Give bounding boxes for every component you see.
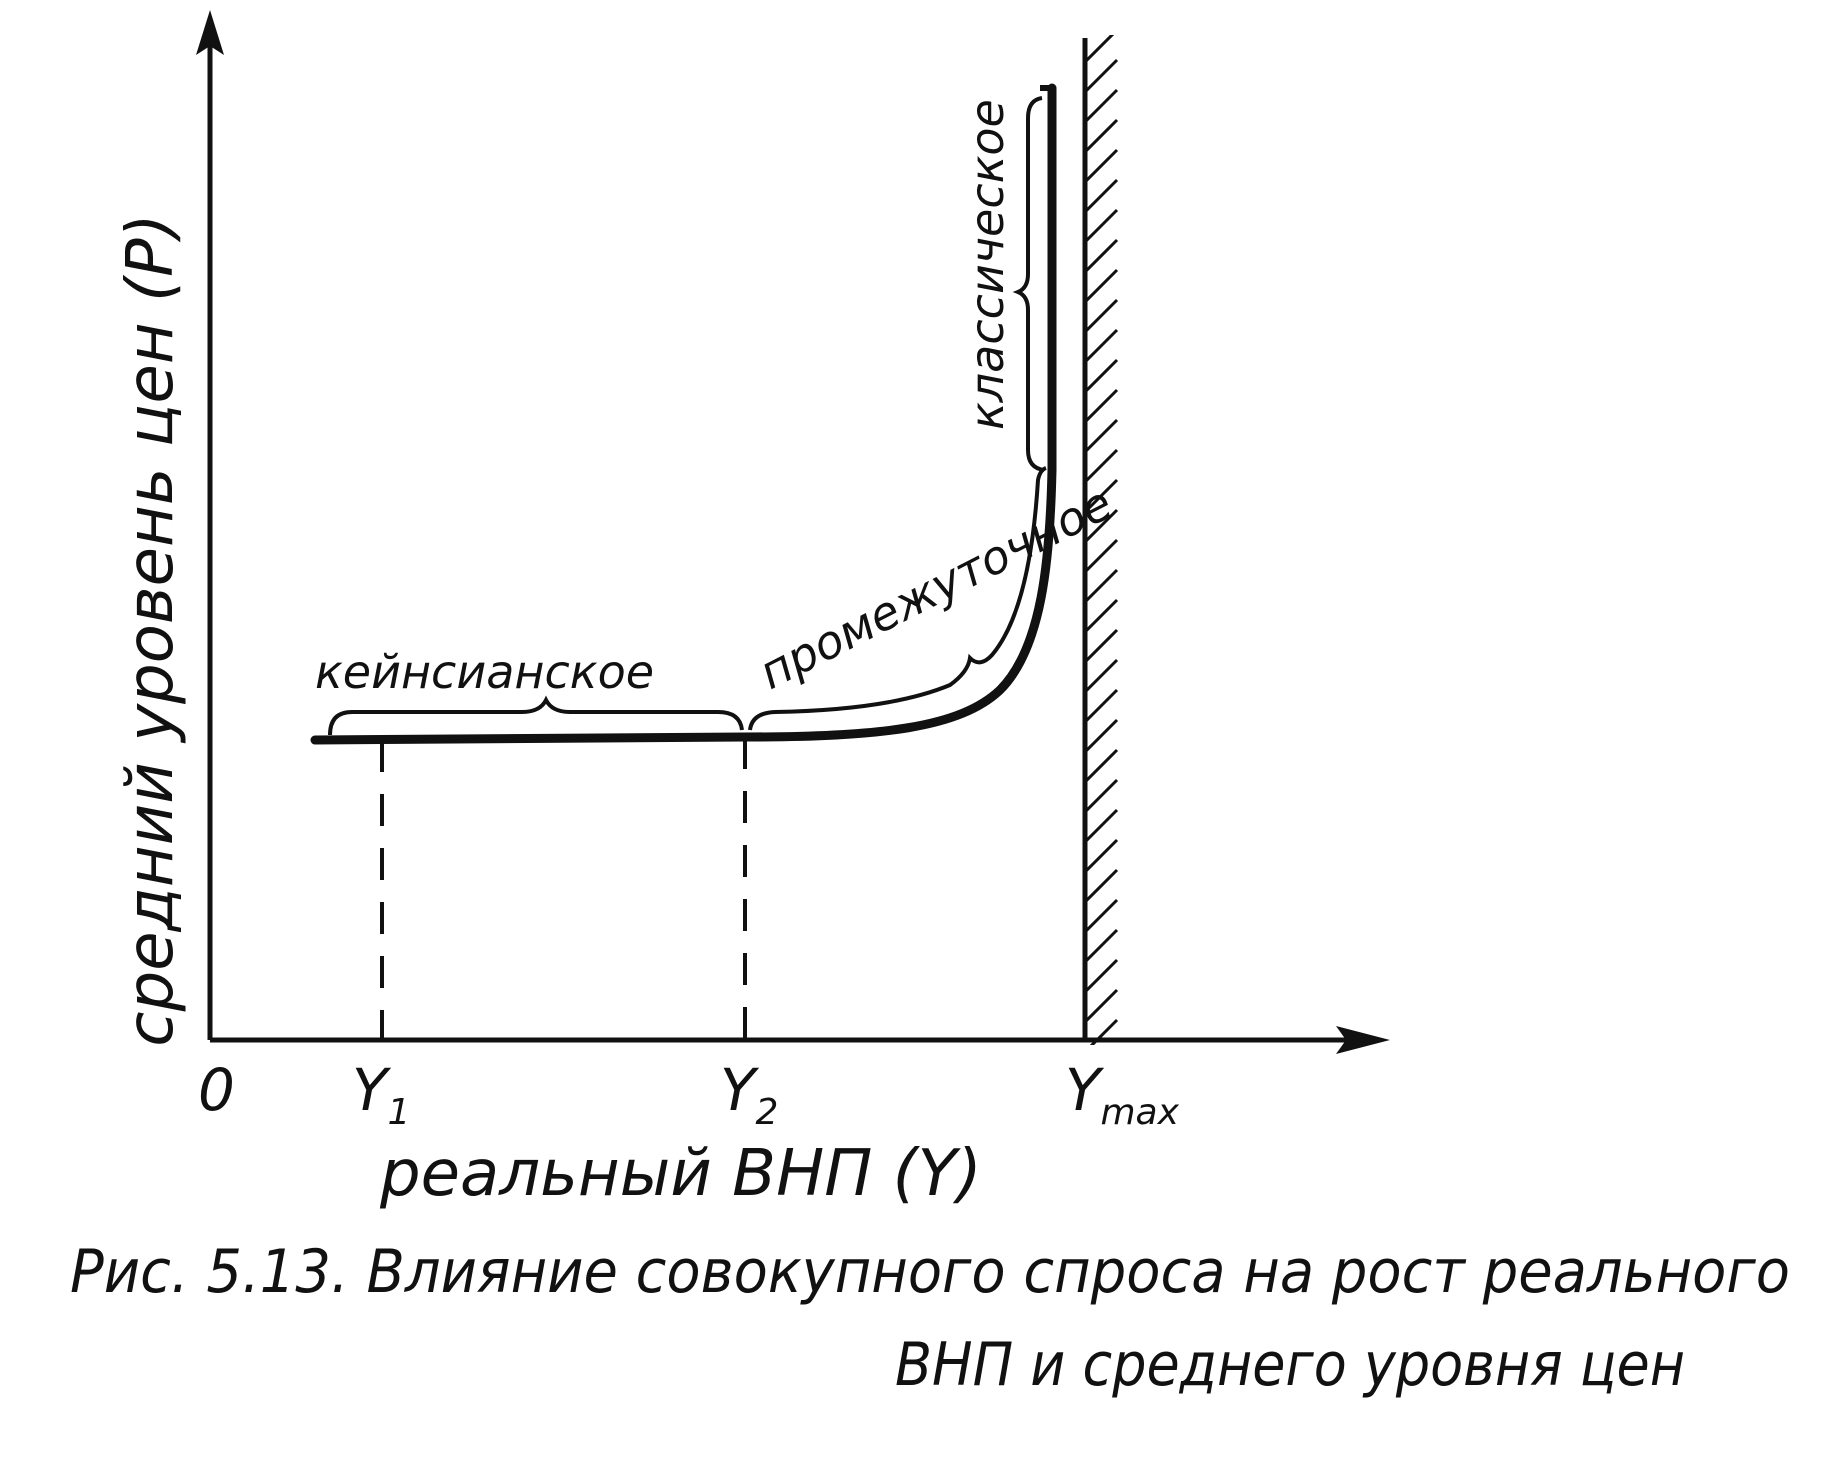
hatch-line — [1085, 508, 1119, 544]
figure-caption-line-2: ВНП и среднего уровня цен — [895, 1330, 1685, 1400]
origin-label: 0 — [198, 1056, 235, 1124]
hatch-line — [1085, 598, 1119, 634]
hatch-line — [1085, 238, 1119, 274]
ymax-tick-label: Ymax — [1065, 1056, 1180, 1133]
figure-caption-line-1: Рис. 5.13. Влияние совокупного спроса на… — [70, 1237, 1790, 1307]
hatch-line — [1085, 628, 1119, 664]
hatch-line — [1085, 898, 1119, 934]
intermediate-brace — [748, 466, 1047, 731]
aggregate-supply-curve — [310, 83, 1057, 745]
hatch-line — [1085, 328, 1119, 364]
hatch-line — [1085, 778, 1119, 814]
hatch-line — [1085, 928, 1119, 964]
hatch-line — [1085, 58, 1119, 94]
hatch-line — [1085, 538, 1119, 574]
capacity-wall-hatching — [1085, 35, 1119, 1045]
hatch-line — [1085, 268, 1119, 304]
classical-label: классическое — [960, 99, 1014, 430]
y2-tick-label: Y2 — [720, 1056, 778, 1133]
hatch-line — [1085, 208, 1119, 244]
hatch-line — [1085, 478, 1119, 514]
hatch-line — [1085, 748, 1119, 784]
x-axis-arrow-icon — [1336, 1026, 1390, 1054]
hatch-line — [1085, 418, 1119, 454]
classical-brace — [1012, 96, 1045, 472]
hatch-line — [1085, 298, 1119, 334]
hatch-line — [1085, 838, 1119, 874]
keynesian-brace — [328, 695, 744, 736]
hatch-line — [1085, 988, 1119, 1024]
hatch-line — [1085, 688, 1119, 724]
hatch-line — [1085, 958, 1119, 994]
hatch-line — [1085, 118, 1119, 154]
y1-tick-label: Y1 — [352, 1056, 410, 1133]
y-axis-label: средний уровень цен (P) — [114, 213, 188, 1046]
intermediate-label: промежуточное — [750, 476, 1120, 700]
hatch-line — [1085, 658, 1119, 694]
keynesian-label: кейнсианское — [315, 645, 654, 699]
y-axis-arrow-icon — [196, 10, 224, 55]
hatch-line — [1085, 568, 1119, 604]
hatch-line — [1085, 868, 1119, 904]
hatch-line — [1085, 448, 1119, 484]
hatch-line — [1085, 718, 1119, 754]
hatch-line — [1085, 148, 1119, 184]
hatch-line — [1085, 358, 1119, 394]
hatch-line — [1085, 388, 1119, 424]
hatch-line — [1085, 178, 1119, 214]
x-axis-label: реальный ВНП (Y) — [379, 1137, 982, 1211]
hatch-line — [1085, 808, 1119, 844]
hatch-line — [1089, 1018, 1119, 1045]
hatch-line — [1085, 35, 1115, 64]
hatch-line — [1085, 88, 1119, 124]
